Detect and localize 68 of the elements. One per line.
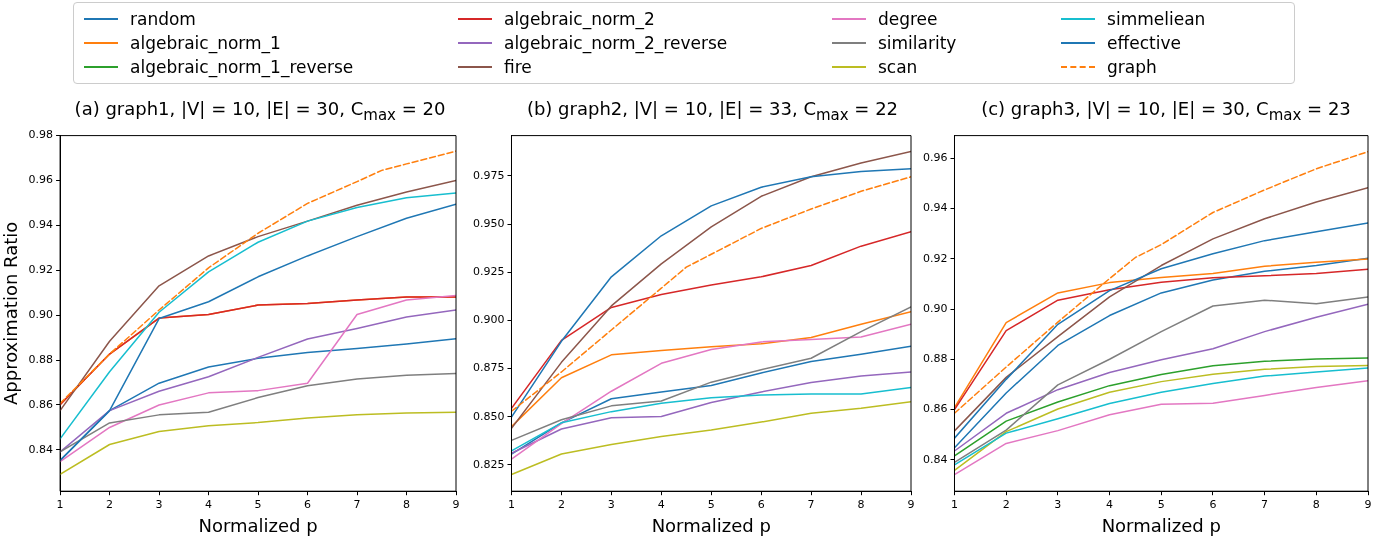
legend-label: effective xyxy=(1107,33,1181,53)
x-tick-label: 8 xyxy=(1312,497,1320,511)
legend-label: similarity xyxy=(877,33,957,53)
x-tick-label: 7 xyxy=(807,497,815,511)
legend-label: graph xyxy=(1107,57,1157,77)
x-tick-label: 9 xyxy=(1364,497,1372,511)
x-tick-label: 6 xyxy=(1209,497,1217,511)
y-tick-label: 0.84 xyxy=(922,452,948,466)
x-tick-label: 1 xyxy=(507,497,515,511)
x-tick-label: 3 xyxy=(155,497,163,511)
x-tick-label: 5 xyxy=(1157,497,1165,511)
y-tick-label: 0.975 xyxy=(472,168,505,182)
x-tick-label: 8 xyxy=(857,497,865,511)
y-tick-label: 0.92 xyxy=(922,251,948,265)
y-tick-label: 0.84 xyxy=(28,442,54,456)
x-tick-label: 2 xyxy=(1002,497,1010,511)
legend-label: simmeliean xyxy=(1107,9,1206,29)
y-tick-label: 0.86 xyxy=(922,402,948,416)
chart-title: (b) graph2, |V| = 10, |E| = 33, C$_{max}$ = 22 xyxy=(525,98,900,124)
chart-title: (a) graph1, |V| = 10, |E| = 30, C$_{max}$ = 20 xyxy=(73,98,447,124)
legend-label: fire xyxy=(503,57,532,77)
y-tick-label: 0.96 xyxy=(922,151,948,165)
x-tick-label: 9 xyxy=(907,497,915,511)
y-tick-label: 0.88 xyxy=(922,352,948,366)
y-tick-label: 0.875 xyxy=(472,361,505,375)
x-tick-label: 7 xyxy=(1261,497,1269,511)
x-axis-title: Normalized p xyxy=(198,514,318,536)
x-tick-label: 2 xyxy=(557,497,565,511)
y-tick-label: 0.92 xyxy=(28,263,54,277)
x-tick-label: 7 xyxy=(353,497,361,511)
y-tick-label: 0.950 xyxy=(472,216,505,230)
x-tick-label: 1 xyxy=(56,497,64,511)
y-tick-label: 0.88 xyxy=(28,352,54,366)
y-tick-label: 0.98 xyxy=(28,128,54,142)
x-tick-label: 3 xyxy=(1054,497,1062,511)
x-tick-label: 6 xyxy=(304,497,312,511)
y-tick-label: 0.850 xyxy=(472,409,505,423)
x-tick-label: 5 xyxy=(707,497,715,511)
y-tick-label: 0.86 xyxy=(28,397,54,411)
x-tick-label: 6 xyxy=(757,497,765,511)
y-tick-label: 0.900 xyxy=(472,313,505,327)
y-tick-label: 0.90 xyxy=(28,308,54,322)
x-tick-label: 3 xyxy=(607,497,615,511)
x-axis-title: Normalized p xyxy=(1101,514,1221,536)
x-tick-label: 2 xyxy=(106,497,114,511)
legend-label: algebraic_norm_1_reverse xyxy=(130,57,354,77)
y-tick-label: 0.94 xyxy=(28,218,54,232)
chart-title: (c) graph3, |V| = 10, |E| = 30, C$_{max}$ = 23 xyxy=(980,98,1352,124)
x-tick-label: 4 xyxy=(205,497,213,511)
y-tick-label: 0.925 xyxy=(472,265,505,279)
y-tick-label: 0.94 xyxy=(922,201,948,215)
x-tick-label: 4 xyxy=(1106,497,1114,511)
x-tick-label: 4 xyxy=(657,497,665,511)
y-axis-title: Approximation Ratio xyxy=(0,221,22,406)
y-tick-label: 0.96 xyxy=(28,173,54,187)
y-tick-label: 0.825 xyxy=(472,457,505,471)
legend-label: scan xyxy=(877,57,918,77)
legend-label: algebraic_norm_1 xyxy=(130,33,281,53)
x-tick-label: 9 xyxy=(452,497,460,511)
legend-label: algebraic_norm_2_reverse xyxy=(503,33,728,53)
legend-label: random xyxy=(130,9,196,29)
x-tick-label: 8 xyxy=(403,497,411,511)
y-tick-label: 0.90 xyxy=(922,301,948,315)
x-tick-label: 5 xyxy=(254,497,262,511)
x-tick-label: 1 xyxy=(950,497,958,511)
legend-label: degree xyxy=(877,9,938,29)
x-axis-title: Normalized p xyxy=(651,514,771,536)
legend-label: algebraic_norm_2 xyxy=(503,9,655,29)
